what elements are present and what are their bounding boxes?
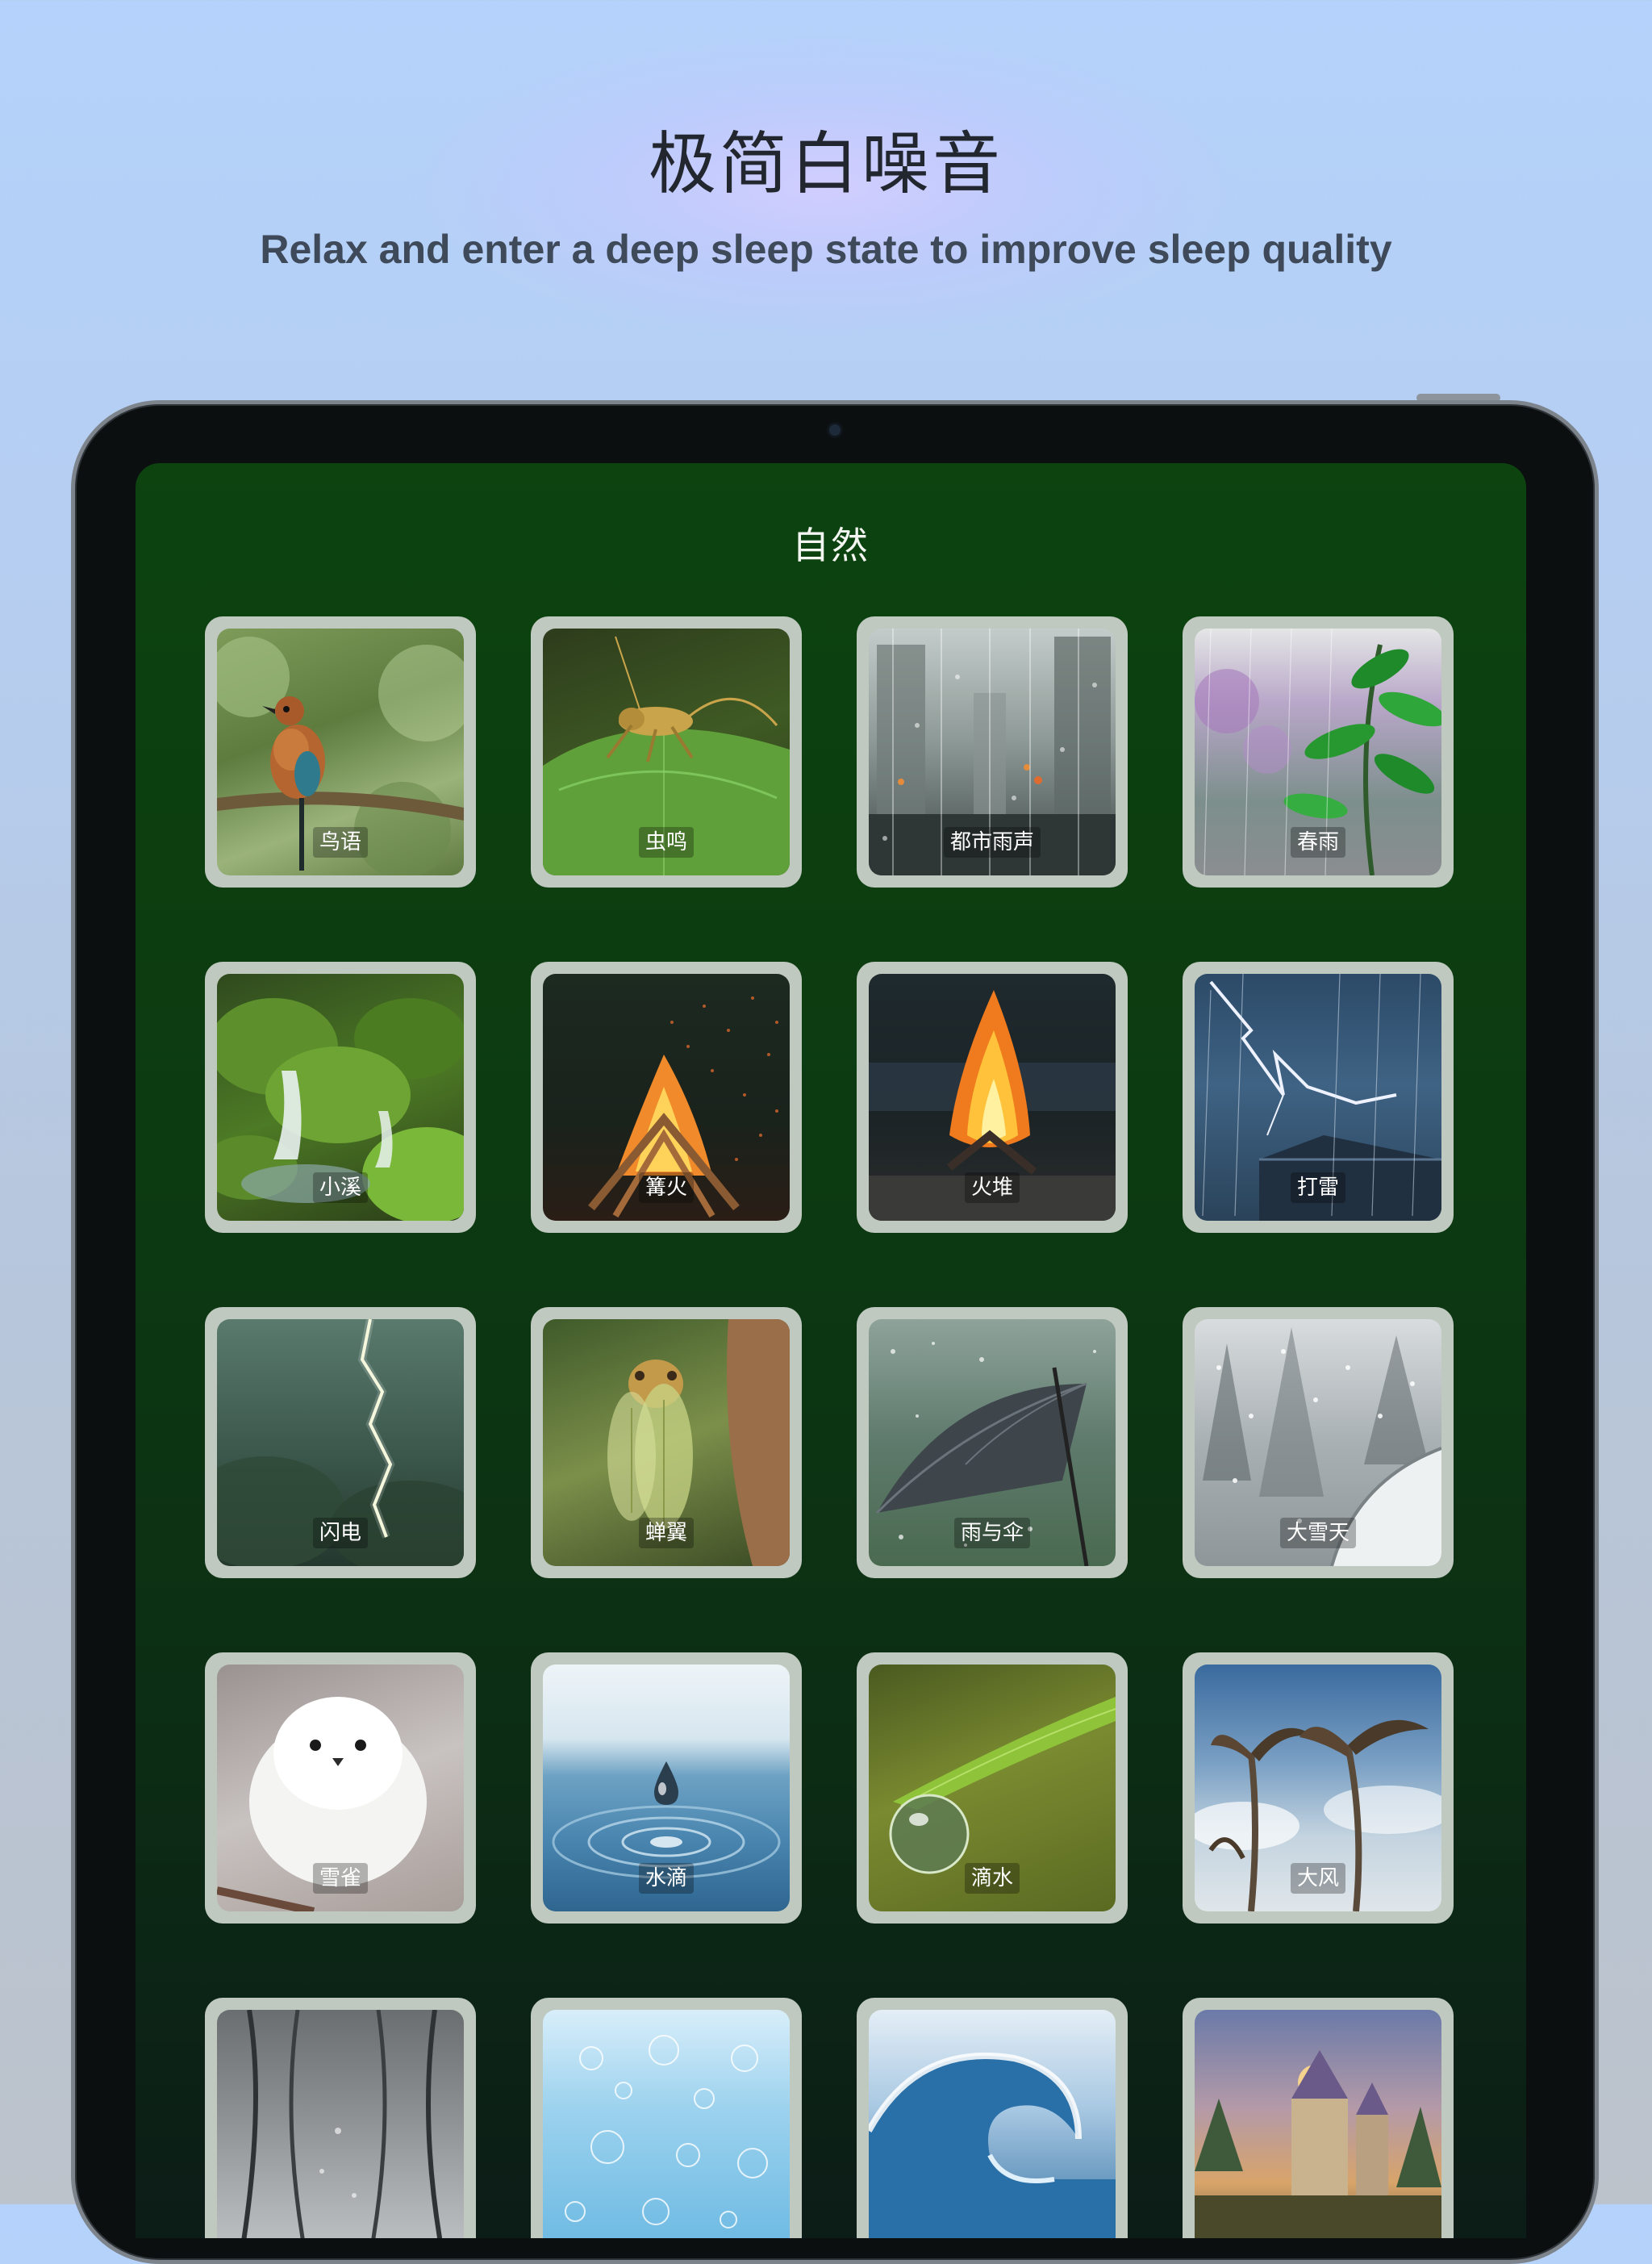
snow-bird-image: 雪雀 [217, 1665, 464, 1911]
bonfire-image: 篝火 [543, 974, 790, 1221]
water-drop-image: 水滴 [543, 1665, 790, 1911]
sound-label: 小溪 [312, 1172, 369, 1203]
sound-label: 大风 [1290, 1863, 1346, 1894]
sound-tile-bubbles[interactable] [531, 1998, 802, 2238]
strong-wind-image: 大风 [1195, 1665, 1441, 1911]
section-title: 自然 [792, 524, 870, 567]
sound-label: 都市雨声 [943, 827, 1041, 858]
sound-label: 鸟语 [312, 827, 369, 858]
sound-tile-lightning[interactable]: 闪电 [205, 1307, 476, 1578]
lightning-image: 闪电 [217, 1319, 464, 1566]
snowstorm-image: 大雪天 [1195, 1319, 1441, 1566]
campfire-image: 火堆 [869, 974, 1116, 1221]
bird-image: 鸟语 [217, 629, 464, 875]
sound-tile-water-drop[interactable]: 水滴 [531, 1652, 802, 1924]
sound-tile-spring-rain[interactable]: 春雨 [1183, 616, 1454, 888]
sound-tile-strong-wind[interactable]: 大风 [1183, 1652, 1454, 1924]
sound-label: 春雨 [1290, 827, 1346, 858]
sound-label: 雪雀 [312, 1863, 369, 1894]
sound-tile-cricket[interactable]: 虫鸣 [531, 616, 802, 888]
header-glow [423, 32, 1229, 339]
page-title: 极简白噪音 [648, 124, 1003, 203]
umbrella-rain-image: 雨与伞 [869, 1319, 1116, 1566]
sound-tile-cicada[interactable]: 蝉翼 [531, 1307, 802, 1578]
ocean-wave-image [869, 2010, 1116, 2238]
sound-tile-snowstorm[interactable]: 大雪天 [1183, 1307, 1454, 1578]
sound-label: 篝火 [638, 1172, 695, 1203]
sound-tile-bird[interactable]: 鸟语 [205, 616, 476, 888]
sound-tile-ocean-wave[interactable] [857, 1998, 1128, 2238]
city-rain-image: 都市雨声 [869, 629, 1116, 875]
sound-tile-dew-drop[interactable]: 滴水 [857, 1652, 1128, 1924]
sound-tile-campfire[interactable]: 火堆 [857, 962, 1128, 1233]
spring-rain-image: 春雨 [1195, 629, 1441, 875]
front-camera [829, 424, 841, 436]
sound-tile-umbrella-rain[interactable]: 雨与伞 [857, 1307, 1128, 1578]
sound-tile-snow-bird[interactable]: 雪雀 [205, 1652, 476, 1924]
page-subtitle: Relax and enter a deep sleep state to im… [260, 227, 1392, 272]
sound-tile-fantasy-castle[interactable] [1183, 1998, 1454, 2238]
sound-label: 雨与伞 [953, 1518, 1031, 1548]
sound-label: 蝉翼 [638, 1518, 695, 1548]
sound-label: 打雷 [1290, 1172, 1346, 1203]
sound-label: 滴水 [964, 1863, 1020, 1894]
sound-tile-bonfire[interactable]: 篝火 [531, 962, 802, 1233]
cicada-image: 蝉翼 [543, 1319, 790, 1566]
sound-label: 水滴 [638, 1863, 695, 1894]
sound-label: 大雪天 [1279, 1518, 1357, 1548]
sound-tile-thunder[interactable]: 打雷 [1183, 962, 1454, 1233]
sound-tile-stream[interactable]: 小溪 [205, 962, 476, 1233]
thunder-image: 打雷 [1195, 974, 1441, 1221]
sound-label: 火堆 [964, 1172, 1020, 1203]
sound-tile-city-rain[interactable]: 都市雨声 [857, 616, 1128, 888]
sound-tile-misty-forest[interactable] [205, 1998, 476, 2238]
sound-label: 闪电 [312, 1518, 369, 1548]
sound-label: 虫鸣 [638, 827, 695, 858]
stream-image: 小溪 [217, 974, 464, 1221]
cricket-image: 虫鸣 [543, 629, 790, 875]
app-screen: 自然 鸟语 [136, 463, 1526, 2238]
dew-drop-image: 滴水 [869, 1665, 1116, 1911]
tablet-top-button [1416, 394, 1500, 402]
